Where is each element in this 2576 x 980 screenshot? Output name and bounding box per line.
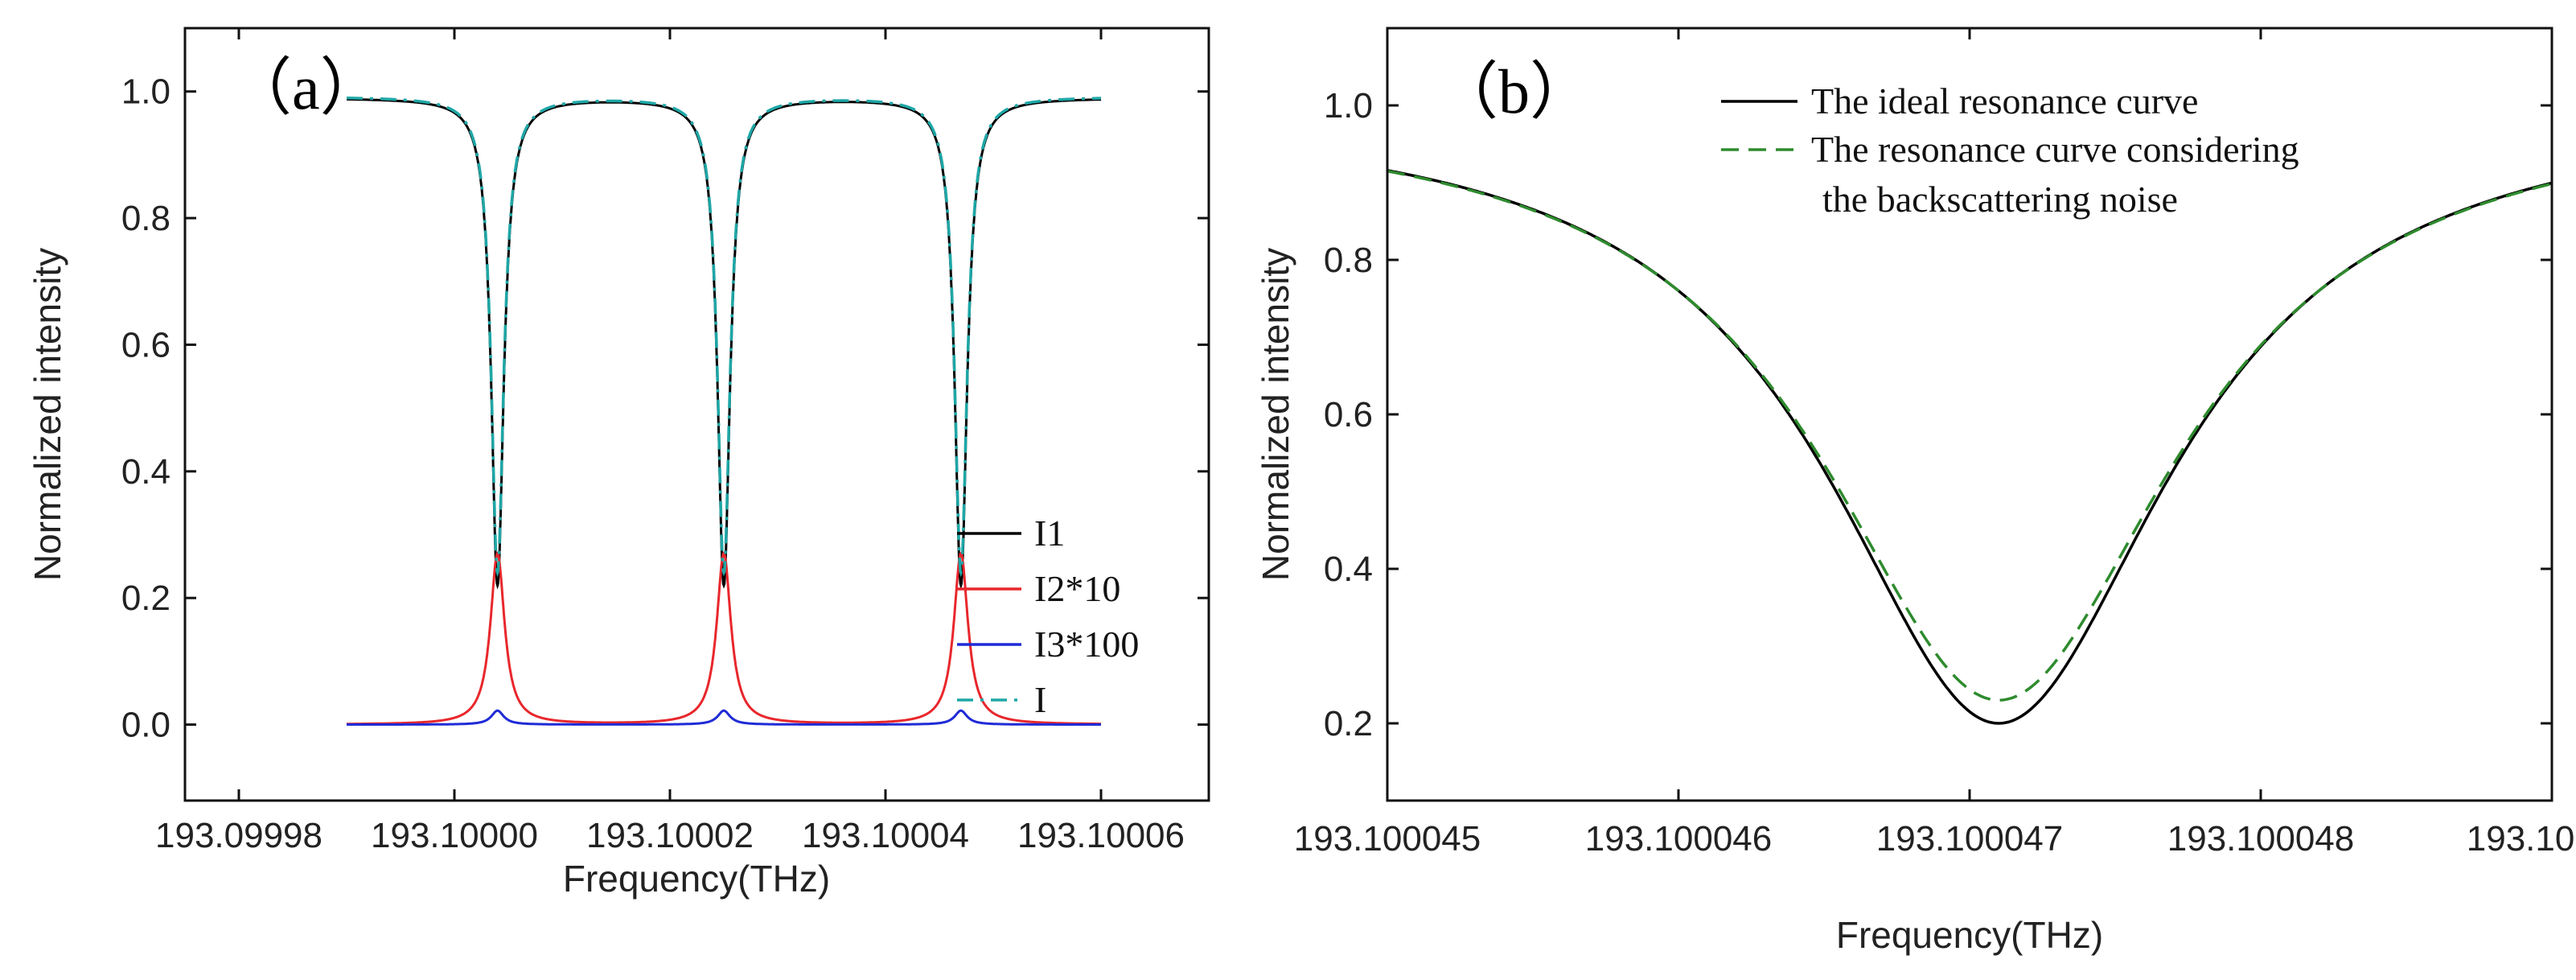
chart-b-x-axis-title: Frequency(THz)	[1836, 914, 2103, 956]
chart-a-plot-frame	[183, 27, 1210, 802]
chart-b-legend-label-1: The resonance curve considering	[1811, 129, 2299, 170]
chart-a-y-tick-label-0: 0.0	[121, 706, 171, 745]
chart-a-panel-label: （a）	[229, 52, 383, 122]
chart-a-y-tick-label-3: 0.6	[121, 325, 171, 364]
chart-b-ticks: 193.100045 193.100046 193.100047 193.100048…	[1294, 28, 2576, 859]
chart-a-y-tick-label-4: 0.8	[121, 199, 171, 238]
chart-b-series-line-1	[1387, 169, 2553, 702]
chart-b-x-tick-label-1: 193.100046	[1585, 819, 1772, 859]
chart-b-x-tick-label-2: 193.100047	[1876, 819, 2063, 859]
chart-a-series-lines	[347, 97, 1102, 726]
chart-a-x-tick-label-1: 193.10000	[371, 816, 538, 855]
chart-b-x-tick-label-3: 193.100048	[2167, 819, 2354, 859]
chart-a-x-tick-label-0: 193.09998	[155, 816, 323, 855]
chart-b-x-tick-label-0: 193.100045	[1294, 819, 1481, 859]
chart-a-x-tick-label-2: 193.10002	[586, 816, 754, 855]
chart-a-series-line-0	[347, 97, 1102, 590]
chart-b-y-tick-label-4: 1.0	[1324, 86, 1373, 126]
chart-a-series-line-1	[347, 551, 1101, 726]
chart-a-legend-label-2: I3*100	[1034, 624, 1139, 665]
chart-panel-a: 193.09998 193.10000 193.10002 193.10004 193.…	[27, 27, 1210, 900]
chart-a-x-axis-title: Frequency(THz)	[563, 858, 830, 900]
chart-b-y-axis-title: Normalized intensity	[1255, 248, 1296, 581]
chart-b-legend: The ideal resonance curve The resonance c…	[1721, 80, 2299, 220]
chart-a-x-tick-label-4: 193.10006	[1017, 816, 1185, 855]
chart-a-y-tick-label-5: 1.0	[121, 72, 171, 112]
chart-b-legend-label-1-line-1: the backscattering noise	[1822, 179, 2178, 220]
chart-b-legend-label-0: The ideal resonance curve	[1811, 80, 2198, 121]
chart-a-series-line-2	[347, 709, 1101, 726]
chart-b-series-line-0	[1387, 169, 2553, 725]
chart-b-y-tick-label-1: 0.4	[1324, 550, 1373, 589]
chart-b-y-tick-label-2: 0.6	[1324, 395, 1373, 434]
chart-b-panel-label: （b）	[1436, 56, 1592, 126]
chart-a-y-axis-title: Normalized intensity	[27, 248, 68, 581]
chart-a-y-tick-label-2: 0.4	[121, 452, 171, 492]
chart-a-y-tick-label-1: 0.2	[121, 579, 171, 618]
chart-a-legend: I1 I2*10 I3*100 I	[957, 513, 1139, 720]
chart-a-legend-label-0: I1	[1034, 513, 1065, 554]
chart-b-y-tick-label-3: 0.8	[1324, 241, 1373, 280]
chart-a-x-tick-label-3: 193.10004	[802, 816, 969, 855]
chart-a-ticks: 193.09998 193.10000 193.10002 193.10004 193.…	[121, 28, 1209, 855]
chart-b-x-tick-label-4: 193.100049	[2467, 819, 2576, 859]
chart-panel-b: 193.100045 193.100046 193.100047 193.100048…	[1255, 27, 2576, 956]
chart-a-legend-label-3: I	[1034, 679, 1046, 720]
chart-a-series-line-3	[347, 97, 1101, 578]
chart-b-series-lines	[1387, 169, 2553, 725]
chart-a-legend-label-1: I2*10	[1034, 568, 1120, 609]
chart-b-y-tick-label-0: 0.2	[1324, 704, 1373, 743]
